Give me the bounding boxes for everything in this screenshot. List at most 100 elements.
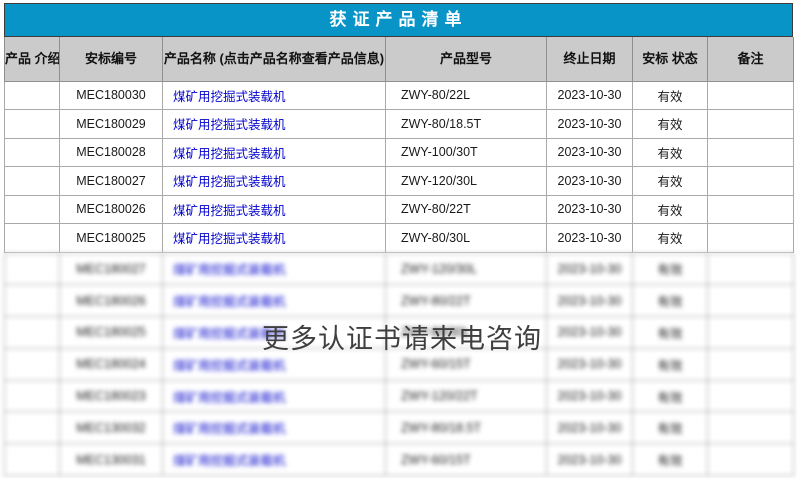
cell-product-name: 煤矿用挖掘式装载机 bbox=[162, 223, 386, 253]
cell-remark bbox=[707, 137, 794, 167]
clear-rows-body: MEC180030 煤矿用挖掘式装载机 ZWY-80/22L 2023-10-3… bbox=[4, 80, 794, 253]
cell-product-model: ZWY-80/22L bbox=[385, 80, 547, 110]
product-name-link[interactable]: 煤矿用挖掘式装载机 bbox=[173, 295, 286, 310]
blurred-section: MEC180027 煤矿用挖掘式装载机 ZWY-120/30L 2023-10-… bbox=[4, 252, 794, 477]
cell-remark bbox=[707, 194, 794, 224]
product-name-link[interactable]: 煤矿用挖掘式装载机 bbox=[173, 89, 286, 104]
column-header-end-date: 终止日期 bbox=[546, 37, 633, 82]
cell-product-name: 煤矿用挖掘式装载机 bbox=[162, 443, 386, 477]
cell-cert-code: MEC180026 bbox=[59, 194, 163, 224]
cell-product-name: 煤矿用挖掘式装载机 bbox=[162, 347, 386, 381]
table-row: MEC130031 煤矿用挖掘式装载机 ZWY-60/15T 2023-10-3… bbox=[4, 443, 794, 477]
product-name-link[interactable]: 煤矿用挖掘式装载机 bbox=[173, 118, 286, 133]
contact-overlay-text: 更多认证书请来电咨询 bbox=[262, 324, 542, 354]
cell-product-name: 煤矿用挖掘式装载机 bbox=[162, 379, 386, 413]
table-row: MEC180025 煤矿用挖掘式装载机 ZWY-80/30L 2023-10-3… bbox=[4, 316, 794, 349]
cell-product-name: 煤矿用挖掘式装载机 bbox=[162, 284, 386, 318]
product-name-link[interactable]: 煤矿用挖掘式装载机 bbox=[173, 422, 286, 437]
product-name-link[interactable]: 煤矿用挖掘式装载机 bbox=[173, 326, 286, 341]
cell-product-intro bbox=[4, 316, 60, 349]
product-name-link[interactable]: 煤矿用挖掘式装载机 bbox=[173, 263, 286, 278]
cell-cert-code: MEC180025 bbox=[59, 223, 163, 253]
cell-status: 有效 bbox=[632, 194, 708, 224]
cell-cert-code: MEC180028 bbox=[59, 137, 163, 167]
cell-cert-code: MEC180026 bbox=[59, 284, 163, 318]
cell-end-date: 2023-10-30 bbox=[546, 316, 633, 349]
table-row: MEC180027 煤矿用挖掘式装载机 ZWY-120/30L 2023-10-… bbox=[4, 166, 794, 196]
cell-remark bbox=[707, 316, 794, 349]
product-table: 产品 介绍 安标编号 产品名称 (点击产品名称查看产品信息) 产品型号 终止日期… bbox=[4, 37, 794, 253]
cell-remark bbox=[707, 443, 794, 477]
product-name-link[interactable]: 煤矿用挖掘式装载机 bbox=[173, 175, 286, 190]
column-header-remark: 备注 bbox=[707, 37, 794, 82]
product-name-link[interactable]: 煤矿用挖掘式装载机 bbox=[173, 454, 286, 469]
cell-product-name: 煤矿用挖掘式装载机 bbox=[162, 316, 386, 349]
cell-end-date: 2023-10-30 bbox=[546, 80, 633, 110]
cell-status: 有效 bbox=[632, 379, 708, 413]
table-row: MEC180024 煤矿用挖掘式装载机 ZWY-60/15T 2023-10-3… bbox=[4, 347, 794, 381]
product-name-link[interactable]: 煤矿用挖掘式装载机 bbox=[173, 358, 286, 373]
cell-status: 有效 bbox=[632, 411, 708, 445]
cell-remark bbox=[707, 223, 794, 253]
cell-product-name: 煤矿用挖掘式装载机 bbox=[162, 252, 386, 286]
product-name-link[interactable]: 煤矿用挖掘式装载机 bbox=[173, 203, 286, 218]
cell-product-intro bbox=[4, 80, 60, 110]
cell-end-date: 2023-10-30 bbox=[546, 252, 633, 286]
cell-product-model: ZWY-100/30T bbox=[385, 137, 547, 167]
cell-status: 有效 bbox=[632, 316, 708, 349]
cell-product-model: ZWY-80/22T bbox=[385, 194, 547, 224]
table-row: MEC180029 煤矿用挖掘式装载机 ZWY-80/18.5T 2023-10… bbox=[4, 109, 794, 139]
cell-product-model: ZWY-80/30L bbox=[385, 316, 547, 349]
cell-cert-code: MEC180029 bbox=[59, 109, 163, 139]
certified-product-sheet: 获证产品清单 产品 介绍 安标编号 产品名称 (点击产品名称查看产品信息) 产品… bbox=[4, 3, 794, 477]
table-title: 获证产品清单 bbox=[4, 3, 793, 37]
cell-status: 有效 bbox=[632, 284, 708, 318]
table-row: MEC180023 煤矿用挖掘式装载机 ZWY-120/22T 2023-10-… bbox=[4, 379, 794, 413]
cell-product-model: ZWY-60/15T bbox=[385, 347, 547, 381]
cell-end-date: 2023-10-30 bbox=[546, 411, 633, 445]
product-table-blurred: MEC180027 煤矿用挖掘式装载机 ZWY-120/30L 2023-10-… bbox=[4, 252, 794, 477]
cell-product-intro bbox=[4, 379, 60, 413]
cell-status: 有效 bbox=[632, 109, 708, 139]
cell-product-name: 煤矿用挖掘式装载机 bbox=[162, 166, 386, 196]
cell-cert-code: MEC180025 bbox=[59, 316, 163, 349]
cell-product-intro bbox=[4, 411, 60, 445]
cell-cert-code: MEC180023 bbox=[59, 379, 163, 413]
header-row: 产品 介绍 安标编号 产品名称 (点击产品名称查看产品信息) 产品型号 终止日期… bbox=[4, 37, 794, 82]
cell-cert-code: MEC180024 bbox=[59, 347, 163, 381]
table-row: MEC180026 煤矿用挖掘式装载机 ZWY-80/22T 2023-10-3… bbox=[4, 194, 794, 224]
cell-product-intro bbox=[4, 347, 60, 381]
cell-remark bbox=[707, 284, 794, 318]
cell-product-name: 煤矿用挖掘式装载机 bbox=[162, 109, 386, 139]
table-row: MEC180027 煤矿用挖掘式装载机 ZWY-120/30L 2023-10-… bbox=[4, 252, 794, 286]
cell-product-intro bbox=[4, 223, 60, 253]
product-name-link[interactable]: 煤矿用挖掘式装载机 bbox=[173, 146, 286, 161]
table-row: MEC180030 煤矿用挖掘式装载机 ZWY-80/22L 2023-10-3… bbox=[4, 80, 794, 110]
cell-cert-code: MEC180027 bbox=[59, 252, 163, 286]
product-name-link[interactable]: 煤矿用挖掘式装载机 bbox=[173, 232, 286, 247]
cell-product-model: ZWY-80/22T bbox=[385, 284, 547, 318]
cell-status: 有效 bbox=[632, 443, 708, 477]
cell-product-intro bbox=[4, 443, 60, 477]
cell-remark bbox=[707, 347, 794, 381]
product-name-link[interactable]: 煤矿用挖掘式装载机 bbox=[173, 390, 286, 405]
cell-status: 有效 bbox=[632, 223, 708, 253]
column-header-product-intro: 产品 介绍 bbox=[4, 37, 60, 82]
blurred-rows-body: MEC180027 煤矿用挖掘式装载机 ZWY-120/30L 2023-10-… bbox=[4, 252, 794, 477]
cell-remark bbox=[707, 109, 794, 139]
cell-remark bbox=[707, 379, 794, 413]
cell-product-model: ZWY-120/22T bbox=[385, 379, 547, 413]
cell-remark bbox=[707, 411, 794, 445]
cell-product-intro bbox=[4, 109, 60, 139]
cell-end-date: 2023-10-30 bbox=[546, 379, 633, 413]
cell-status: 有效 bbox=[632, 252, 708, 286]
cell-product-intro bbox=[4, 194, 60, 224]
cell-cert-code: MEC180030 bbox=[59, 80, 163, 110]
cell-remark bbox=[707, 80, 794, 110]
column-header-product-model: 产品型号 bbox=[385, 37, 547, 82]
cell-status: 有效 bbox=[632, 347, 708, 381]
cell-product-name: 煤矿用挖掘式装载机 bbox=[162, 137, 386, 167]
cell-cert-code: MEC130031 bbox=[59, 443, 163, 477]
cell-cert-code: MEC180027 bbox=[59, 166, 163, 196]
cell-product-model: ZWY-80/30L bbox=[385, 223, 547, 253]
